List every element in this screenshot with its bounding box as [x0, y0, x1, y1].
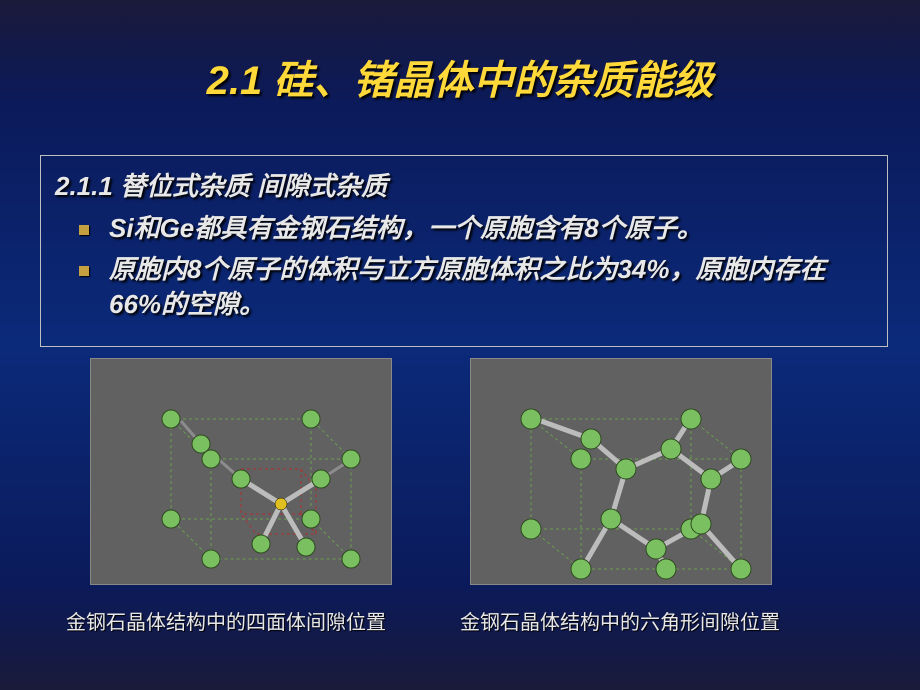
- bullet-item: 原胞内8个原子的体积与立方原胞体积之比为34%，原胞内存在66%的空隙。: [79, 252, 873, 322]
- bullet-item: Si和Ge都具有金钢石结构，一个原胞含有8个原子。: [79, 211, 873, 246]
- slide: 2.1 硅、锗晶体中的杂质能级 2.1.1 替位式杂质 间隙式杂质 Si和Ge都…: [0, 0, 920, 690]
- hexagonal-interstice-figure: [470, 358, 772, 585]
- title-wrap: 2.1 硅、锗晶体中的杂质能级: [0, 0, 920, 116]
- page-title: 2.1 硅、锗晶体中的杂质能级: [207, 48, 714, 106]
- bullet-list: Si和Ge都具有金钢石结构，一个原胞含有8个原子。 原胞内8个原子的体积与立方原…: [55, 211, 873, 322]
- tetrahedral-interstice-figure: [90, 358, 392, 585]
- figure-caption-right: 金钢石晶体结构中的六角形间隙位置: [460, 606, 780, 635]
- figure-caption-left: 金钢石晶体结构中的四面体间隙位置: [66, 606, 386, 635]
- content-box: 2.1.1 替位式杂质 间隙式杂质 Si和Ge都具有金钢石结构，一个原胞含有8个…: [40, 155, 888, 347]
- subheading: 2.1.1 替位式杂质 间隙式杂质: [55, 166, 873, 203]
